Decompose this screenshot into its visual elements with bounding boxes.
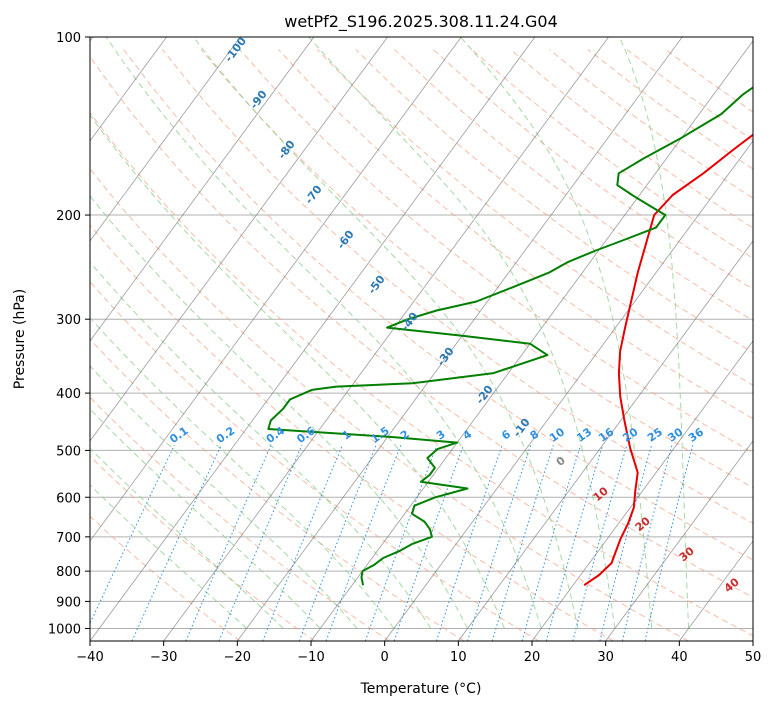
moist-adiabat--15	[90, 447, 284, 629]
isotherm--80	[90, 37, 241, 242]
mixing-ratio-line-0.4	[185, 444, 272, 641]
dry-adiabat-290	[90, 281, 540, 641]
moist-adiabat--10	[90, 408, 321, 629]
dry-adiabat-400	[355, 49, 753, 354]
dry-adiabat-330	[90, 55, 753, 598]
x-tick-label--40: −40	[76, 650, 103, 665]
moist-adiabat-30	[308, 37, 616, 629]
y-tick-label-800: 800	[56, 565, 81, 580]
x-tick-label-40: 40	[671, 650, 688, 665]
dry-adiabat-280	[90, 338, 465, 641]
isotherm--40	[90, 37, 536, 641]
x-tick-label--10: −10	[297, 650, 324, 665]
mixing-ratio-line-36	[644, 445, 694, 641]
dry-adiabat-310	[90, 168, 689, 641]
dry-adiabat-350	[162, 49, 753, 524]
dry-adiabat-300	[90, 224, 614, 641]
x-tick-label-10: 10	[450, 650, 467, 665]
data-lines	[267, 86, 753, 587]
dry-adiabat-340	[123, 49, 753, 561]
mixing-ratio-line-6	[435, 445, 503, 641]
isotherm-0	[384, 140, 753, 641]
y-tick-label-600: 600	[56, 491, 81, 506]
mixing-ratio-line-13	[521, 445, 582, 641]
moist-adiabat-5	[90, 261, 432, 629]
isotherm--70	[90, 37, 315, 342]
dry-adiabat-260	[90, 455, 315, 641]
mixing-ratio-line-4	[393, 445, 464, 641]
y-tick-label-200: 200	[56, 209, 81, 224]
dry-adiabat-370	[239, 49, 753, 454]
y-tick-label-100: 100	[56, 31, 81, 46]
y-tick-label-400: 400	[56, 387, 81, 402]
x-tick-label-50: 50	[745, 650, 762, 665]
y-tick-label-300: 300	[56, 313, 81, 328]
mixing-ratio-line-8	[467, 445, 532, 641]
moist-adiabat-15	[90, 114, 505, 629]
y-tick-label-900: 900	[56, 595, 81, 610]
dry-adiabat-320	[90, 111, 753, 637]
isotherm--20	[237, 37, 683, 641]
dry-adiabat-270	[90, 396, 390, 641]
moist-adiabat-0	[90, 317, 395, 629]
x-tick-label-0: 0	[381, 650, 389, 665]
dry-adiabat-410	[394, 49, 753, 322]
mixing-ratio-line-20	[572, 445, 628, 641]
isotherm-10	[458, 240, 753, 641]
y-tick-label-1000: 1000	[48, 622, 81, 637]
axes: −40 −30 −20 −10 0 10 20 30 40 50 100 200 300 400 500 60…	[48, 31, 761, 665]
isotherm-20	[531, 340, 753, 641]
temperature-line	[583, 133, 753, 587]
mixing-ratio-line-25	[599, 445, 652, 641]
dry-adiabat-420	[432, 49, 753, 290]
y-tick-label-500: 500	[56, 444, 81, 459]
x-tick-label--20: −20	[224, 650, 251, 665]
moist-adiabat-25	[193, 37, 579, 629]
mixing-ratio-line-1.5	[298, 445, 377, 641]
y-axis-label: Pressure (hPa)	[12, 289, 28, 389]
mixing-ratio-line-30	[621, 445, 673, 641]
plot-frame	[89, 36, 754, 642]
chart-title: wetPf2_S196.2025.308.11.24.G04	[284, 12, 558, 32]
isotherm--30	[163, 37, 609, 641]
x-axis-label: Temperature (°C)	[360, 681, 482, 697]
dewpoint-line	[267, 86, 753, 586]
guide-lines	[90, 37, 753, 641]
x-tick-label-20: 20	[524, 650, 541, 665]
mixing-ratio-line-2	[325, 445, 402, 641]
isotherm--60	[90, 37, 388, 442]
moist-adiabat--20	[90, 484, 247, 629]
mixing-ratio-line-3	[364, 445, 438, 641]
isotherm--90	[90, 37, 167, 142]
isotherm-30	[605, 440, 753, 641]
x-tick-label--30: −30	[150, 650, 177, 665]
moist-adiabat-20	[105, 37, 542, 629]
y-tick-label-700: 700	[56, 531, 81, 546]
mixing-ratio-line-16	[545, 445, 604, 641]
moist-adiabat-40	[618, 37, 690, 629]
mixing-ratio-line-10	[491, 445, 554, 641]
x-tick-label-30: 30	[597, 650, 614, 665]
moist-adiabat-10	[90, 195, 469, 629]
